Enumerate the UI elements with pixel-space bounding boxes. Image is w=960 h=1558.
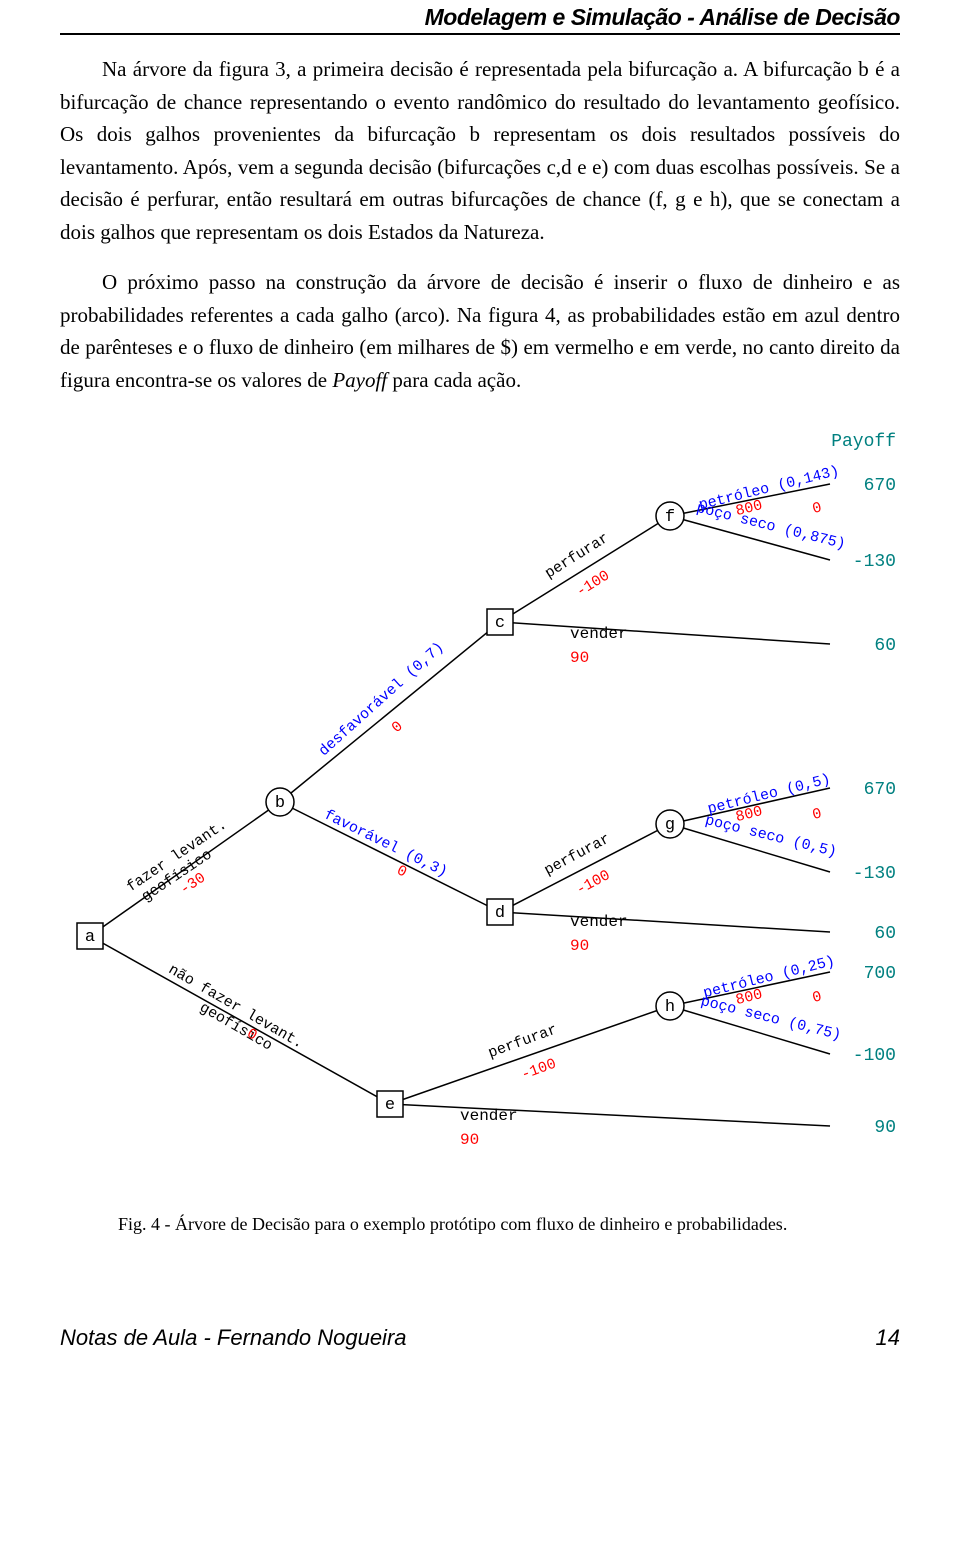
- paragraph-1: Na árvore da figura 3, a primeira decisã…: [60, 53, 900, 248]
- footer-page-number: 14: [876, 1325, 900, 1351]
- svg-text:a: a: [85, 928, 95, 947]
- svg-text:vender: vender: [460, 1107, 518, 1125]
- decision-tree-figure: Payofffazer levant.geofísico-30não fazer…: [60, 426, 900, 1206]
- figure-caption: Fig. 4 - Árvore de Decisão para o exempl…: [118, 1214, 900, 1235]
- svg-text:90: 90: [570, 649, 589, 667]
- svg-text:700: 700: [864, 964, 896, 984]
- svg-text:e: e: [385, 1096, 395, 1115]
- svg-text:vender: vender: [570, 625, 628, 643]
- p2-payoff-word: Payoff: [332, 368, 387, 392]
- svg-text:0: 0: [811, 806, 824, 825]
- svg-text:poço seco (0,875): poço seco (0,875): [695, 500, 848, 554]
- svg-text:favorável (0,3): favorável (0,3): [321, 807, 450, 881]
- svg-text:670: 670: [864, 780, 896, 800]
- svg-text:90: 90: [460, 1131, 479, 1149]
- svg-text:f: f: [665, 508, 675, 527]
- svg-text:Payoff: Payoff: [831, 432, 896, 452]
- svg-text:-100: -100: [573, 867, 613, 899]
- svg-text:60: 60: [874, 924, 896, 944]
- svg-text:d: d: [495, 904, 505, 923]
- svg-text:0: 0: [389, 719, 407, 738]
- tree-svg: Payofffazer levant.geofísico-30não fazer…: [60, 426, 900, 1206]
- svg-text:b: b: [275, 794, 285, 813]
- svg-text:-130: -130: [853, 552, 896, 572]
- svg-text:60: 60: [874, 636, 896, 656]
- svg-text:-100: -100: [853, 1046, 896, 1066]
- svg-text:670: 670: [864, 476, 896, 496]
- svg-text:0: 0: [811, 989, 824, 1008]
- paragraph-2: O próximo passo na construção da árvore …: [60, 266, 900, 396]
- svg-text:desfavorável (0,7): desfavorável (0,7): [316, 639, 448, 760]
- svg-text:0: 0: [394, 863, 410, 882]
- p2-part-b: para cada ação.: [387, 368, 521, 392]
- svg-text:não fazer levant.: não fazer levant.: [165, 962, 306, 1053]
- svg-text:perfurar: perfurar: [486, 1022, 559, 1063]
- svg-text:0: 0: [811, 500, 824, 519]
- svg-text:-130: -130: [853, 864, 896, 884]
- svg-text:vender: vender: [570, 913, 628, 931]
- svg-text:h: h: [665, 998, 675, 1017]
- svg-text:90: 90: [570, 937, 589, 955]
- svg-text:-100: -100: [519, 1056, 559, 1084]
- svg-text:c: c: [495, 614, 505, 633]
- page-header: Modelagem e Simulação - Análise de Decis…: [60, 0, 900, 35]
- svg-text:90: 90: [874, 1118, 896, 1138]
- footer-left: Notas de Aula - Fernando Nogueira: [60, 1325, 407, 1351]
- svg-text:g: g: [665, 816, 675, 835]
- body-text: Na árvore da figura 3, a primeira decisã…: [60, 53, 900, 396]
